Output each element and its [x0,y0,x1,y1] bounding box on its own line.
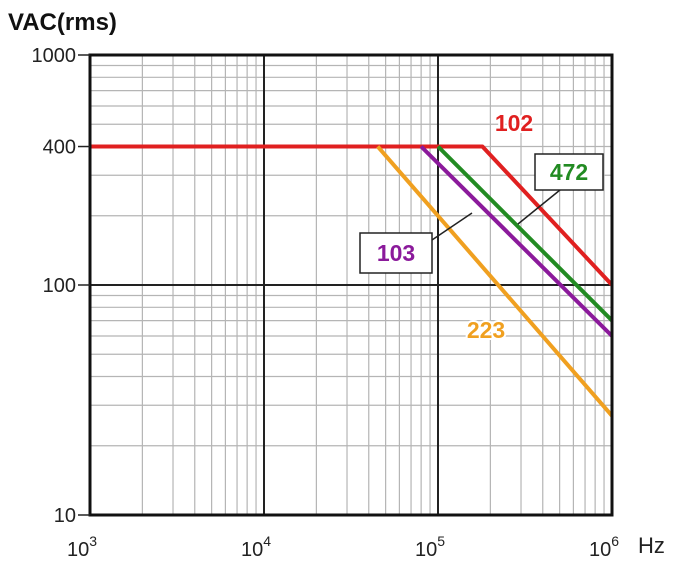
x-tick-label: 104 [241,533,271,561]
y-tick-label: 400 [43,137,76,159]
x-tick-exponent: 5 [437,533,445,549]
y-tick-label: 1000 [32,45,77,67]
series-label-box-472 [534,153,604,191]
series-label-102: 102 [495,110,533,136]
y-tick-label: 100 [43,275,76,297]
series-line-103 [419,145,614,338]
x-tick-exponent: 3 [89,533,97,549]
x-tick-base: 10 [415,539,437,561]
y-tick-labels: 1000 400 100 10 [32,45,90,527]
x-tick-base: 10 [589,539,611,561]
series-label-box-103 [359,232,433,274]
y-axis-label: VAC(rms) [8,9,117,36]
x-tick-labels: 103 104 105 106 [67,533,619,561]
x-tick-base: 10 [241,539,263,561]
series-label-leader-472 [517,189,561,225]
series-lines [90,144,614,418]
x-tick-label: 103 [67,533,97,561]
x-axis-unit: Hz [638,533,665,558]
series-labels: 102 472 103 223 [359,108,604,345]
series-line-223 [376,145,614,418]
x-tick-exponent: 4 [263,533,271,549]
series-label-leader-103 [431,212,473,241]
series-line-472 [436,145,614,323]
series-label-223: 223 [467,317,505,343]
series-label-472: 472 [550,159,588,185]
series-line-102 [90,144,614,287]
y-tick-label: 10 [54,505,76,527]
x-tick-label: 106 [589,533,619,561]
series-label-103: 103 [377,240,415,266]
x-tick-label: 105 [415,533,445,561]
x-tick-exponent: 6 [611,533,619,549]
x-tick-base: 10 [67,539,89,561]
